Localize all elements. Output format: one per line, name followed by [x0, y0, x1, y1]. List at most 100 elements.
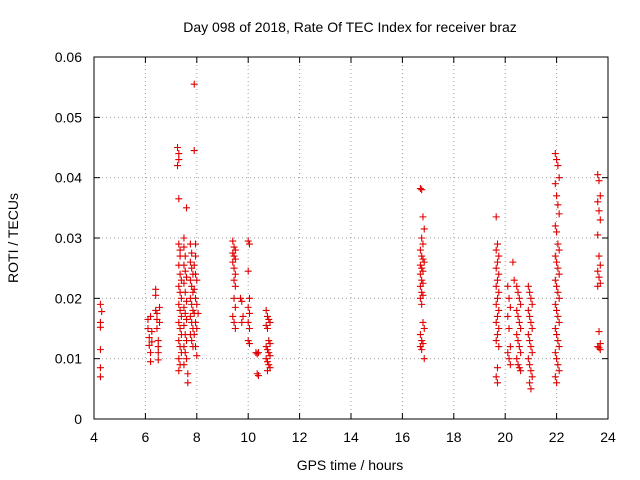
data-point	[244, 318, 252, 326]
data-point	[189, 306, 197, 314]
data-point	[493, 258, 501, 266]
data-point	[263, 312, 271, 320]
data-point	[263, 325, 271, 332]
data-point	[263, 358, 271, 366]
data-point	[231, 270, 239, 278]
data-point	[492, 337, 500, 345]
data-point	[229, 312, 237, 320]
data-point	[144, 325, 152, 332]
x-tick-labels: 4 6 8 10 12 14 16 18 20 22 24	[90, 429, 616, 445]
data-point	[493, 331, 501, 339]
data-point	[265, 361, 273, 369]
data-point	[238, 297, 246, 305]
data-point	[175, 282, 183, 290]
x-tick-label: 6	[142, 429, 150, 445]
data-point	[188, 249, 196, 257]
data-point	[98, 308, 106, 316]
data-point	[505, 325, 513, 332]
data-point	[517, 367, 525, 375]
data-point	[230, 318, 238, 326]
data-point	[418, 234, 426, 242]
data-point	[154, 343, 162, 351]
data-point	[193, 352, 201, 360]
data-point	[416, 331, 424, 339]
data-point	[192, 270, 200, 278]
data-point	[416, 185, 424, 193]
data-point	[551, 300, 559, 308]
data-point	[506, 361, 514, 369]
data-point	[175, 150, 183, 158]
data-point	[262, 306, 270, 314]
data-point	[192, 240, 200, 248]
data-point	[265, 337, 273, 345]
data-point	[420, 325, 428, 332]
data-point	[265, 349, 273, 357]
data-point	[515, 318, 523, 326]
data-point	[528, 373, 536, 381]
data-point	[236, 294, 244, 302]
x-axis-label: GPS time / hours	[297, 457, 404, 473]
y-tick-label: 0.01	[55, 351, 82, 367]
data-point	[180, 261, 188, 269]
data-point	[418, 264, 426, 272]
data-point	[418, 300, 426, 308]
data-point	[184, 370, 192, 378]
data-point	[176, 306, 184, 314]
data-point	[245, 325, 253, 332]
data-point	[551, 180, 559, 188]
data-point	[596, 346, 604, 354]
data-point	[554, 264, 562, 272]
data-point	[253, 370, 261, 378]
data-point	[514, 288, 522, 296]
data-point	[180, 279, 188, 287]
data-point	[192, 318, 200, 326]
data-point	[527, 294, 535, 302]
data-point	[265, 315, 273, 323]
data-point	[239, 312, 247, 320]
data-point	[96, 300, 104, 308]
data-point	[513, 355, 521, 363]
data-point	[230, 276, 238, 284]
data-point	[230, 294, 238, 302]
data-point	[245, 340, 253, 348]
data-point	[145, 341, 153, 349]
data-point	[554, 201, 562, 209]
data-point	[175, 337, 183, 345]
data-point	[176, 246, 184, 254]
data-point	[504, 312, 512, 320]
data-point	[551, 373, 559, 381]
data-point	[193, 325, 201, 332]
chart-title: Day 098 of 2018, Rate Of TEC Index for r…	[183, 19, 517, 35]
data-point	[231, 282, 239, 290]
data-point	[528, 325, 536, 332]
data-point	[526, 337, 534, 345]
data-point	[153, 309, 161, 317]
data-point	[524, 306, 532, 314]
data-point	[244, 237, 252, 245]
data-point	[596, 216, 604, 224]
data-point	[230, 264, 238, 272]
data-point	[262, 355, 270, 363]
data-point	[262, 343, 270, 351]
data-point	[152, 285, 160, 293]
data-point	[554, 337, 562, 345]
data-point	[194, 309, 202, 317]
data-point	[230, 243, 238, 251]
data-point	[156, 303, 164, 311]
data-point	[505, 355, 513, 363]
data-point	[492, 318, 500, 326]
data-point	[96, 364, 104, 372]
data-point	[148, 328, 156, 336]
data-point	[515, 343, 523, 351]
data-point	[262, 321, 270, 329]
data-point	[554, 240, 562, 248]
data-point	[492, 373, 500, 381]
data-point	[553, 282, 561, 290]
x-tick-label: 14	[343, 429, 359, 445]
data-point	[418, 346, 426, 354]
data-point	[594, 171, 602, 179]
data-point	[186, 276, 194, 284]
data-point	[147, 312, 155, 320]
data-point	[154, 356, 162, 364]
